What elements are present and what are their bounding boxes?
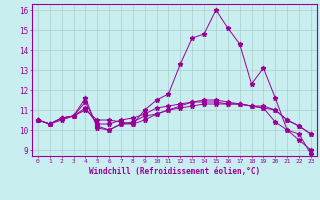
X-axis label: Windchill (Refroidissement éolien,°C): Windchill (Refroidissement éolien,°C) <box>89 167 260 176</box>
